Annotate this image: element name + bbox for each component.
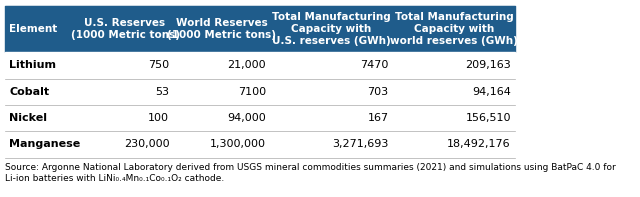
Text: Total Manufacturing
Capacity with
world reserves (GWh): Total Manufacturing Capacity with world … (390, 12, 518, 46)
Text: Source: Argonne National Laboratory derived from USGS mineral commodities summar: Source: Argonne National Laboratory deri… (5, 163, 616, 183)
Bar (5, 52, 515, 79)
Text: World Reserves
(1000 Metric tons): World Reserves (1000 Metric tons) (168, 18, 276, 40)
Text: Lithium: Lithium (10, 60, 56, 70)
Text: Nickel: Nickel (10, 113, 47, 123)
Text: Element: Element (10, 24, 58, 34)
Text: 230,000: 230,000 (124, 139, 170, 150)
Bar (5, 79, 515, 105)
Text: 3,271,693: 3,271,693 (332, 139, 388, 150)
Text: 209,163: 209,163 (465, 60, 511, 70)
Bar (5, 131, 515, 158)
Text: 100: 100 (148, 113, 170, 123)
Text: 1,300,000: 1,300,000 (210, 139, 266, 150)
Bar (5, 6, 515, 52)
Text: 703: 703 (367, 87, 388, 97)
Text: 167: 167 (367, 113, 388, 123)
Text: Cobalt: Cobalt (10, 87, 49, 97)
Text: 18,492,176: 18,492,176 (447, 139, 511, 150)
Bar (5, 105, 515, 131)
Text: U.S. Reserves
(1000 Metric tons): U.S. Reserves (1000 Metric tons) (70, 18, 180, 40)
Text: 94,164: 94,164 (472, 87, 511, 97)
Text: 750: 750 (148, 60, 170, 70)
Text: 156,510: 156,510 (465, 113, 511, 123)
Text: Manganese: Manganese (10, 139, 81, 150)
Text: 21,000: 21,000 (228, 60, 266, 70)
Text: 94,000: 94,000 (227, 113, 266, 123)
Text: 7100: 7100 (238, 87, 266, 97)
Text: Total Manufacturing
Capacity with
U.S. reserves (GWh): Total Manufacturing Capacity with U.S. r… (272, 12, 391, 46)
Text: 7470: 7470 (360, 60, 388, 70)
Text: 53: 53 (156, 87, 170, 97)
